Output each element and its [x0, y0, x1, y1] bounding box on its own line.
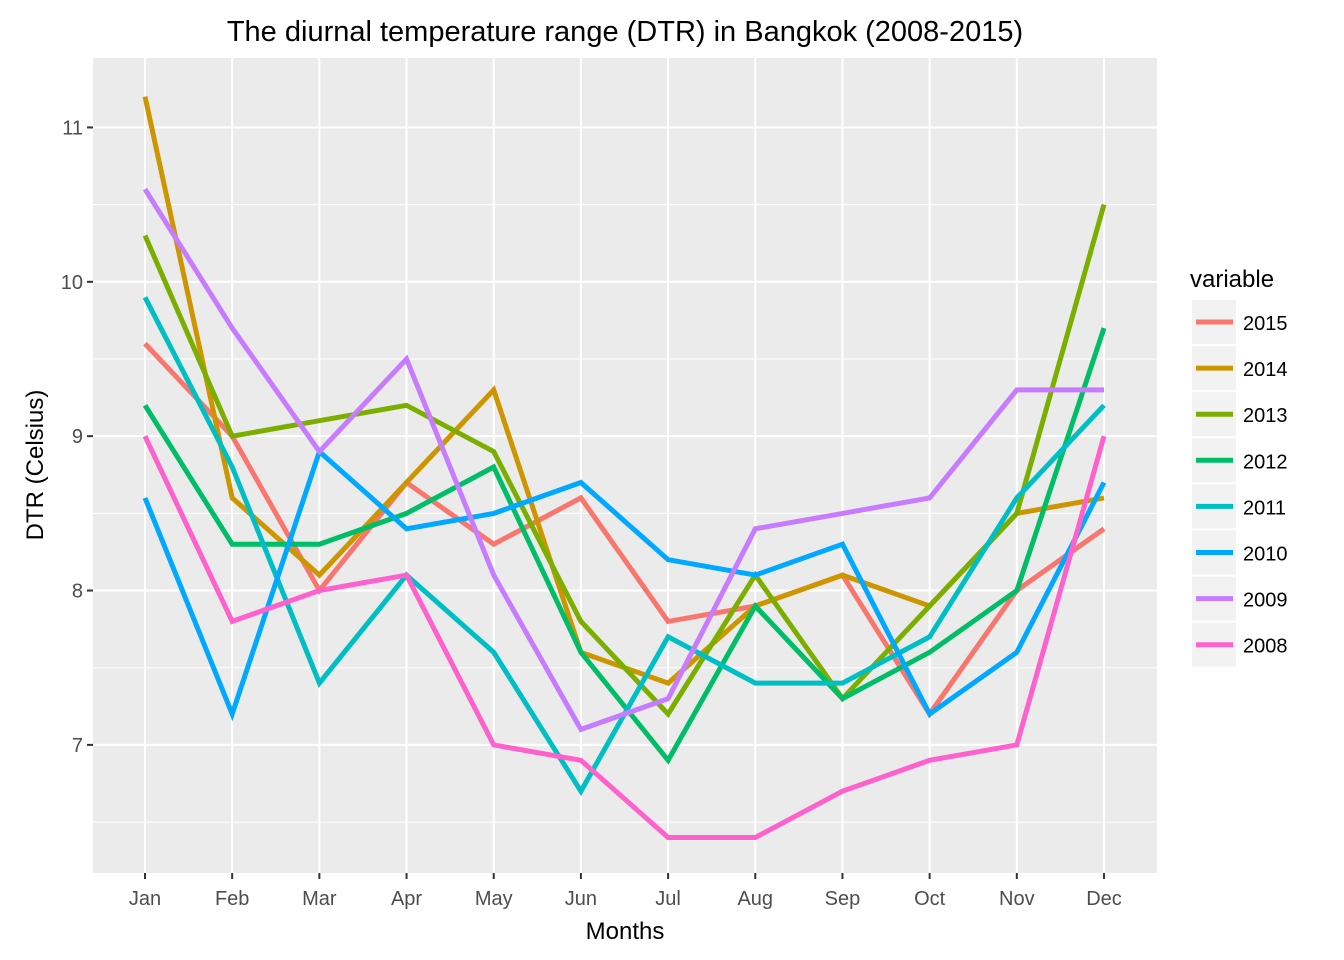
legend-label: 2014: [1243, 359, 1288, 381]
series-line-2008: [142, 435, 1107, 840]
y-tick-label: 9: [72, 426, 83, 448]
legend-label: 2008: [1243, 636, 1288, 658]
y-axis: 7 8 9 10 11: [61, 117, 93, 757]
x-tick-label: Feb: [215, 888, 249, 910]
chart-title: The diurnal temperature range (DTR) in B…: [227, 16, 1023, 48]
series-line-2010: [142, 447, 1107, 722]
series-line-2009: [142, 187, 1104, 733]
y-tick-label: 8: [72, 581, 83, 603]
y-axis-title: DTR (Celsius): [22, 390, 49, 541]
legend-label: 2012: [1243, 451, 1288, 473]
x-axis: Jan Feb Mar Apr May Jun Jul Aug Sep Oct Nov Dec: [129, 873, 1122, 910]
x-tick-label: Jan: [129, 888, 161, 910]
legend-label: 2010: [1243, 544, 1288, 566]
x-tick-label: Sep: [825, 888, 861, 910]
x-axis-title: Months: [586, 918, 665, 945]
x-tick-label: Aug: [737, 888, 773, 910]
series-lines: [142, 96, 1107, 840]
legend-label: 2011: [1243, 497, 1286, 519]
x-tick-label: May: [475, 888, 513, 910]
legend-label: 2013: [1243, 405, 1288, 427]
y-tick-label: 11: [62, 117, 83, 139]
x-tick-label: Nov: [999, 888, 1035, 910]
legend: variable 2015 2014 2013 2012 2011 2010 2009 200…: [1190, 266, 1288, 667]
x-tick-label: Jun: [565, 888, 597, 910]
plot-panel: [93, 58, 1157, 873]
legend-label: 2009: [1243, 590, 1288, 612]
series-line-2012: [142, 327, 1107, 765]
legend-title: variable: [1190, 266, 1274, 293]
x-tick-label: Oct: [914, 888, 946, 910]
y-tick-label: 10: [61, 272, 83, 294]
x-tick-label: Dec: [1086, 888, 1122, 910]
x-tick-label: Jul: [655, 888, 681, 910]
y-tick-label: 7: [72, 735, 83, 757]
x-tick-label: Apr: [391, 888, 422, 910]
x-tick-label: Mar: [302, 888, 337, 910]
series-line-2013: [142, 203, 1107, 719]
legend-label: 2015: [1243, 313, 1288, 335]
